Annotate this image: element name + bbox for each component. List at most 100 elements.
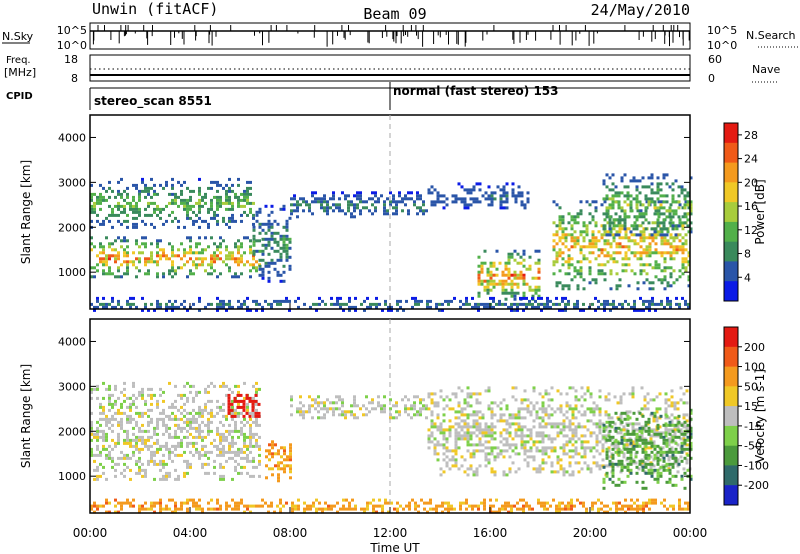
- scatter-cell-7: [608, 203, 612, 207]
- scatter-cell-6: [582, 239, 586, 243]
- scatter-cell-0: [192, 441, 195, 445]
- scatter-cell-0: [180, 444, 183, 448]
- scatter-cell-7: [674, 212, 678, 216]
- scatter-cell-0: [252, 396, 255, 400]
- scatter-cell-0: [105, 423, 108, 427]
- scatter-cell-6: [561, 215, 565, 219]
- scatter-cell-4: [583, 398, 587, 402]
- scatter-cell-0: [216, 254, 219, 258]
- scatter-cell-7: [683, 188, 687, 192]
- colorbar-swatch: [724, 182, 738, 203]
- scatter-cell-1: [251, 408, 255, 412]
- scatter-cell-4: [505, 473, 509, 477]
- scatter-cell-0: [204, 269, 207, 273]
- scatter-cell-0: [138, 257, 141, 261]
- scatter-cell-0: [162, 275, 165, 279]
- scatter-cell-4: [574, 449, 578, 453]
- scatter-cell-7: [665, 227, 669, 231]
- scatter-cell-4: [526, 398, 530, 402]
- scatter-cell-0: [93, 435, 96, 439]
- scatter-cell-2: [279, 207, 283, 211]
- scatter-cell-6: [414, 507, 417, 511]
- scatter-cell-5: [656, 450, 660, 454]
- scatter-cell-4: [454, 422, 458, 426]
- scatter-cell-8: [258, 302, 261, 306]
- scatter-cell-0: [237, 390, 240, 394]
- scatter-cell-6: [498, 507, 501, 511]
- scatter-cell-7: [605, 206, 609, 210]
- scatter-cell-0: [96, 420, 99, 424]
- scatter-cell-4: [655, 395, 659, 399]
- scatter-cell-4: [664, 434, 668, 438]
- scatter-cell-5: [656, 456, 660, 460]
- scatter-cell-5: [620, 462, 624, 466]
- scatter-cell-4: [577, 461, 581, 465]
- scatter-cell-5: [513, 294, 517, 298]
- scatter-cell-4: [607, 455, 611, 459]
- scatter-cell-0: [237, 275, 240, 279]
- scatter-cell-6: [630, 269, 634, 273]
- scatter-cell-0: [153, 477, 156, 481]
- scatter-cell-1: [96, 198, 99, 202]
- scatter-cell-4: [553, 422, 557, 426]
- scatter-cell-4: [508, 413, 512, 417]
- scatter-cell-1: [102, 195, 105, 199]
- scatter-cell-6: [291, 504, 294, 508]
- scatter-cell-2: [268, 449, 271, 453]
- scatter-cell-7: [635, 194, 639, 198]
- scatter-cell-4: [571, 431, 575, 435]
- scatter-cell-4: [592, 461, 596, 465]
- scatter-cell-4: [673, 404, 677, 408]
- scatter-cell-3: [341, 209, 344, 213]
- scatter-cell-7: [638, 212, 642, 216]
- scatter-cell-4: [631, 425, 635, 429]
- scatter-cell-6: [645, 245, 649, 249]
- scatter-cell-4: [490, 416, 494, 420]
- scatter-cell-0: [156, 260, 159, 264]
- scatter-cell-4: [436, 197, 440, 201]
- scatter-cell-1: [147, 201, 150, 205]
- scatter-cell-1: [168, 213, 171, 217]
- scatter-cell-6: [570, 507, 573, 511]
- scatter-cell-6: [561, 242, 565, 246]
- scatter-cell-2: [271, 455, 274, 459]
- scatter-cell-6: [630, 498, 633, 502]
- scatter-cell-5: [674, 447, 678, 451]
- scatter-cell-0: [126, 441, 129, 445]
- scatter-cell-8: [375, 302, 378, 306]
- scatter-cell-2: [276, 222, 280, 226]
- scatter-cell-3: [389, 203, 392, 207]
- scatter-cell-4: [541, 419, 545, 423]
- scatter-cell-6: [459, 504, 462, 508]
- scatter-cell-6: [588, 281, 592, 285]
- scatter-cell-4: [541, 434, 545, 438]
- scatter-cell-8: [111, 305, 114, 309]
- scatter-cell-0: [162, 462, 165, 466]
- scatter-cell-0: [126, 432, 129, 436]
- scatter-cell-6: [297, 498, 300, 502]
- scatter-cell-7: [623, 185, 627, 189]
- scatter-cell-0: [96, 396, 99, 400]
- scatter-cell-4: [679, 386, 683, 390]
- scatter-cell-0: [243, 251, 246, 255]
- scatter-cell-0: [141, 447, 144, 451]
- scatter-cell-0: [129, 456, 132, 460]
- scatter-cell-0: [99, 462, 102, 466]
- scatter-cell-1: [96, 201, 99, 205]
- scatter-cell-1: [248, 399, 252, 403]
- scatter-cell-4: [550, 440, 554, 444]
- scatter-cell-4: [427, 434, 431, 438]
- scatter-cell-6: [417, 504, 420, 508]
- scatter-cell-0: [210, 236, 213, 240]
- scatter-cell-4: [652, 419, 656, 423]
- scatter-cell-7: [614, 194, 618, 198]
- scatter-cell-0: [141, 393, 144, 397]
- scatter-cell-0: [252, 263, 255, 267]
- scatter-cell-1: [246, 213, 249, 217]
- scatter-cell-6: [636, 257, 640, 261]
- scatter-cell-1: [171, 192, 174, 196]
- scatter-cell-4: [559, 392, 563, 396]
- scatter-cell-2: [271, 446, 274, 450]
- scatter-cell-1: [165, 180, 168, 184]
- scatter-cell-4: [502, 398, 506, 402]
